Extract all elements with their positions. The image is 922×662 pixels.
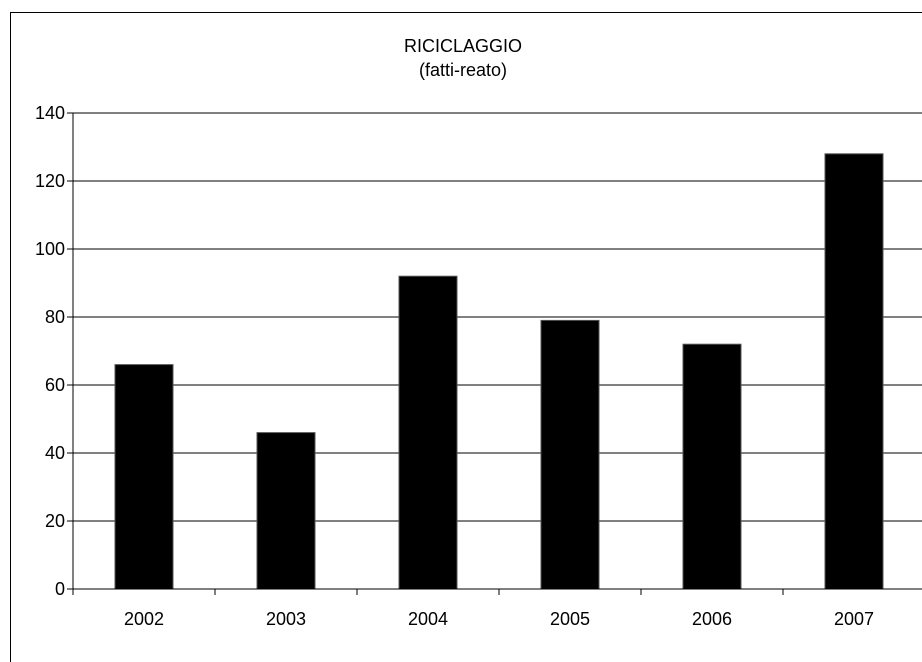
x-tick-label-2007: 2007: [834, 609, 874, 629]
bar-2004: [398, 275, 458, 590]
y-tick-label-60: 60: [45, 375, 65, 395]
y-tick-label-100: 100: [35, 239, 65, 259]
y-tick-label-80: 80: [45, 307, 65, 327]
y-tick-label-140: 140: [35, 103, 65, 123]
bar-2002: [114, 364, 174, 590]
bars: [114, 153, 884, 590]
y-tick-label-120: 120: [35, 171, 65, 191]
chart-frame: [10, 12, 922, 662]
x-tick-label-2006: 2006: [692, 609, 732, 629]
axes: [67, 112, 922, 595]
y-tick-label-0: 0: [55, 579, 65, 599]
chart-title: RICICLAGGIO: [404, 36, 522, 56]
x-tick-label-2004: 2004: [408, 609, 448, 629]
bar-2007: [824, 153, 884, 590]
x-tick-label-2003: 2003: [266, 609, 306, 629]
chart-subtitle: (fatti-reato): [419, 60, 507, 80]
gridlines: [73, 112, 922, 522]
x-tick-label-2002: 2002: [124, 609, 164, 629]
y-tick-label-20: 20: [45, 511, 65, 531]
y-tick-label-40: 40: [45, 443, 65, 463]
bar-2003: [256, 432, 316, 590]
bar-2006: [682, 343, 742, 590]
tick-labels: 0 20 40 60 80 100 120 140 2002 2003 2004 2005 2006 20…: [35, 103, 874, 629]
bar-2005: [540, 319, 600, 590]
x-tick-label-2005: 2005: [550, 609, 590, 629]
